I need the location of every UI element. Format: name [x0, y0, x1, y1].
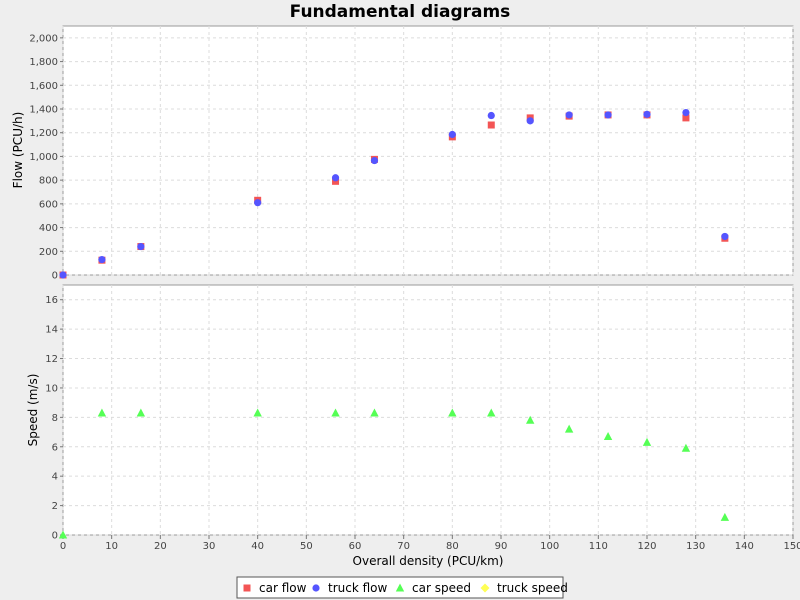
chart-title: Fundamental diagrams [289, 2, 511, 22]
truck-flow-point [448, 130, 456, 139]
y-tick-label: 1,400 [29, 105, 58, 116]
truck-flow-point [721, 232, 729, 241]
y-tick-label: 600 [39, 199, 58, 210]
legend-label: car speed [412, 581, 471, 595]
chart-legend: car flow truck flow car speed truck speed [236, 576, 568, 599]
y-tick-label: 0 [52, 271, 58, 282]
y-tick-label: 14 [45, 325, 58, 336]
car-speed-point [526, 415, 535, 424]
car-speed-point [136, 408, 146, 417]
legend-marker-car-speed [395, 583, 405, 592]
truck-flow-point [565, 111, 573, 119]
x-tick-label: 0 [60, 541, 66, 552]
y-tick-label: 1,000 [29, 152, 58, 163]
y-tick-label: 1,200 [29, 128, 58, 139]
y-tick-label: 2 [52, 501, 58, 512]
legend-marker-truck-speed [480, 583, 490, 593]
truck-flow-point [254, 199, 262, 207]
y-tick-label: 4 [52, 472, 58, 483]
legend-label: truck flow [328, 581, 388, 595]
truck-flow-point [370, 156, 379, 165]
x-axis-label: Overall density (PCU/km) [353, 554, 504, 568]
x-tick-label: 30 [203, 541, 216, 552]
x-tick-label: 100 [540, 541, 559, 552]
truck-flow-point [682, 108, 690, 117]
y-tick-label: 1,600 [29, 81, 58, 92]
x-tick-label: 40 [251, 541, 264, 552]
x-tick-label: 90 [495, 541, 508, 552]
x-tick-label: 70 [397, 541, 410, 552]
x-tick-label: 130 [686, 541, 705, 552]
car-flow-point [682, 114, 690, 122]
car-speed-point [603, 431, 613, 440]
truck-flow-point [604, 111, 612, 119]
x-tick-label: 140 [735, 541, 754, 552]
car-flow-point [487, 121, 495, 129]
legend-marker-truck-flow [312, 584, 320, 592]
x-tick-label: 20 [154, 541, 167, 552]
x-tick-label: 120 [637, 541, 656, 552]
car-speed-point [448, 408, 457, 417]
car-speed-point [487, 408, 496, 417]
car-speed-point [720, 512, 730, 521]
y-tick-label: 16 [45, 295, 58, 306]
truck-flow-point [59, 271, 67, 279]
car-speed-point [253, 408, 262, 417]
plot-area-flow [62, 25, 794, 276]
y-tick-label: 400 [39, 223, 58, 234]
y-tick-label: 6 [52, 442, 58, 453]
x-tick-label: 50 [300, 541, 313, 552]
legend-label: truck speed [497, 581, 568, 595]
y-axis-label-speed: Speed (m/s) [26, 374, 40, 447]
y-tick-label: 0 [52, 531, 58, 542]
car-speed-point [370, 408, 379, 417]
truck-flow-point [526, 117, 534, 125]
y-tick-label: 10 [45, 383, 58, 394]
truck-flow-point [487, 111, 495, 120]
truck-flow-point [331, 174, 340, 182]
y-tick-label: 8 [52, 413, 58, 424]
car-speed-point [97, 408, 107, 417]
plot-area-speed [62, 284, 794, 536]
car-speed-point [331, 408, 340, 417]
car-speed-point [58, 530, 68, 539]
legend-label: car flow [259, 581, 307, 595]
x-tick-label: 80 [446, 541, 459, 552]
x-tick-label: 10 [105, 541, 118, 552]
legend-marker-car-flow [243, 584, 251, 592]
truck-flow-point [98, 255, 106, 264]
car-speed-point [564, 424, 574, 433]
truck-flow-point [137, 242, 145, 251]
y-axis-label-flow: Flow (PCU/h) [11, 112, 25, 189]
y-tick-label: 1,800 [29, 57, 58, 68]
x-tick-label: 60 [349, 541, 362, 552]
y-tick-label: 12 [45, 354, 58, 365]
y-tick-label: 800 [39, 176, 58, 187]
y-tick-label: 200 [39, 247, 58, 258]
car-speed-point [681, 443, 691, 452]
y-tick-label: 2,000 [29, 33, 58, 44]
x-tick-label: 110 [589, 541, 608, 552]
car-speed-point [642, 437, 652, 446]
truck-flow-point [643, 110, 651, 118]
x-tick-label: 150 [783, 541, 800, 552]
